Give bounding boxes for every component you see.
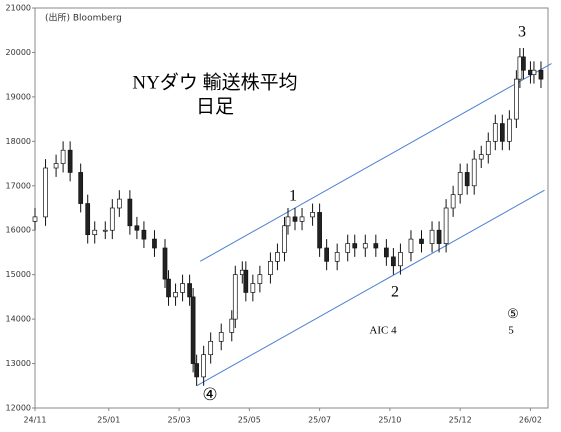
candle-body: [373, 243, 379, 249]
candle-body: [43, 167, 48, 218]
candle-body: [53, 163, 59, 169]
candle-body: [275, 252, 280, 262]
x-tick-label: 24/11: [23, 416, 46, 425]
candle-body: [268, 260, 273, 276]
candle-body: [127, 198, 133, 227]
candle-body: [78, 172, 84, 204]
candle-body: [485, 140, 491, 156]
candle-body: [471, 158, 477, 187]
candle-body: [429, 229, 435, 244]
candle-body: [499, 123, 505, 142]
candle-body: [514, 78, 519, 120]
source-note: (出所) Bloomberg: [45, 12, 122, 24]
annotation: ④: [202, 385, 217, 404]
candle-body: [391, 256, 396, 267]
candle-body: [232, 274, 238, 320]
candle-body: [243, 269, 249, 293]
candle-body: [60, 149, 66, 164]
candle-body: [32, 216, 38, 222]
x-tick-label: 25/01: [97, 416, 120, 425]
candle-body: [436, 229, 442, 244]
candle-body: [506, 118, 512, 142]
trend-line: [199, 63, 552, 262]
candle-body: [229, 318, 235, 333]
candle-body: [67, 149, 73, 173]
x-tick-label: 25/10: [378, 416, 401, 425]
candle-body: [134, 225, 140, 231]
chart-subtitle: 日足: [196, 96, 234, 117]
chart-title: NYダウ 輸送株平均: [132, 71, 297, 93]
candle-body: [194, 363, 199, 378]
candle-body: [141, 229, 147, 240]
annotation: 2: [391, 284, 399, 301]
candle-body: [208, 340, 214, 356]
candle-body: [85, 203, 91, 236]
candle-body: [362, 243, 368, 249]
annotation: ⑤: [507, 306, 519, 321]
y-tick-label: 15000: [6, 270, 31, 279]
candle-body: [152, 238, 157, 249]
y-tick-label: 16000: [6, 226, 31, 235]
candle-body: [464, 172, 470, 187]
candle-body: [478, 154, 484, 160]
candle-body: [190, 296, 196, 364]
candle-body: [408, 238, 414, 253]
y-tick-label: 14000: [6, 315, 31, 324]
candle-body: [109, 207, 115, 231]
candle-body: [166, 278, 171, 298]
x-tick-label: 25/03: [168, 416, 191, 425]
candle-body: [116, 198, 122, 209]
candle-body: [419, 238, 424, 244]
candle-body: [398, 252, 403, 267]
candle-body: [285, 216, 291, 227]
candle-body: [180, 283, 185, 293]
candle-body: [292, 216, 298, 222]
candle-body: [317, 212, 322, 249]
candle-body: [257, 274, 263, 284]
candle-body: [187, 283, 192, 298]
candle-body: [218, 332, 224, 342]
candle-body: [384, 247, 389, 258]
candle-body: [352, 243, 358, 249]
candle-body: [324, 247, 329, 262]
y-tick-label: 12000: [6, 404, 31, 413]
candle-body: [102, 229, 108, 232]
annotation: 1: [289, 188, 297, 205]
candle-body: [334, 252, 340, 262]
candle-body: [450, 194, 456, 209]
candle-body: [345, 243, 351, 253]
candle-body: [521, 56, 526, 71]
candle-body: [538, 69, 544, 80]
x-tick-label: 26/02: [519, 416, 542, 425]
candle-body: [299, 216, 305, 222]
annotation: AIC 4: [369, 325, 397, 337]
y-tick-label: 19000: [6, 92, 31, 101]
annotation: 5: [508, 325, 514, 337]
candle-body: [250, 283, 256, 293]
x-tick-label: 25/12: [449, 416, 472, 425]
y-tick-label: 13000: [6, 359, 31, 368]
annotation: 3: [518, 24, 526, 41]
candle-body: [310, 212, 315, 218]
candle-body: [282, 225, 287, 253]
y-tick-label: 21000: [6, 4, 31, 13]
candle-body: [173, 292, 178, 298]
y-tick-label: 18000: [6, 137, 31, 146]
candle-body: [92, 229, 98, 236]
candle-body: [162, 247, 168, 280]
candle-body: [492, 123, 498, 142]
y-tick-label: 17000: [6, 181, 31, 190]
trend-line: [196, 189, 545, 387]
y-tick-label: 20000: [6, 48, 31, 57]
x-tick-label: 25/07: [308, 416, 331, 425]
x-tick-label: 25/05: [238, 416, 261, 425]
candle-body: [443, 207, 449, 244]
candle-body: [201, 354, 207, 378]
candle-body: [531, 69, 537, 76]
candle-body: [457, 172, 463, 196]
